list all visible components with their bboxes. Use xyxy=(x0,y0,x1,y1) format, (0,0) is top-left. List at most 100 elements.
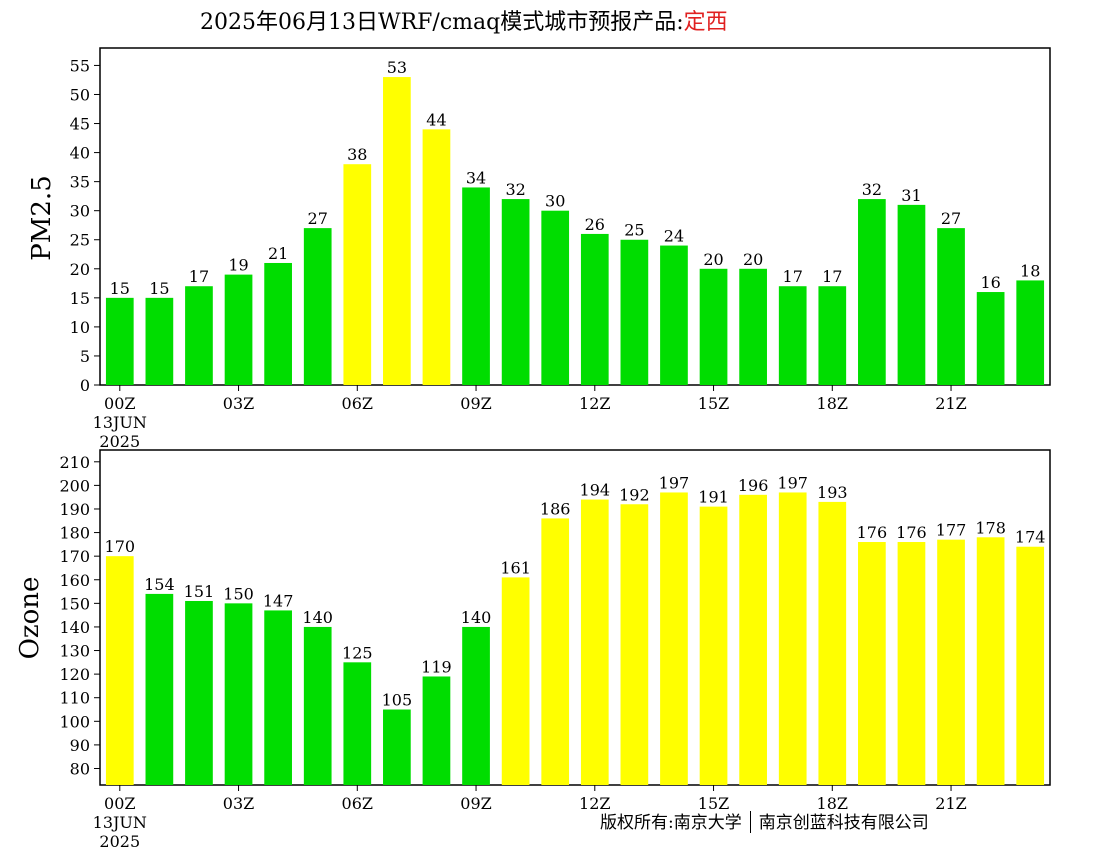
ozone-bar-value-label: 192 xyxy=(619,485,650,504)
pm25-bar-value-label: 26 xyxy=(585,215,605,234)
pm25-bar xyxy=(937,228,965,385)
ozone-bar-value-label: 161 xyxy=(500,558,531,577)
ozone-ytick-label: 200 xyxy=(59,476,90,495)
pm25-bar-value-label: 15 xyxy=(149,279,169,298)
ozone-bar-value-label: 177 xyxy=(936,521,967,540)
ozone-bar xyxy=(383,709,411,785)
pm25-xtick-label: 09Z xyxy=(460,394,491,413)
pm25-bar xyxy=(105,297,134,385)
pm25-bar-value-label: 32 xyxy=(505,180,525,199)
pm25-bar-value-label: 20 xyxy=(703,250,723,269)
ozone-bar xyxy=(897,542,926,785)
pm25-bar xyxy=(580,233,609,385)
ozone-bar-value-label: 191 xyxy=(698,488,729,507)
ozone-bar xyxy=(422,676,451,785)
ozone-bar-value-label: 176 xyxy=(857,523,888,542)
ozone-bar xyxy=(660,492,688,785)
ozone-bar-value-label: 119 xyxy=(421,657,452,676)
ozone-bar xyxy=(858,542,886,785)
ozone-xtick-label: 00Z xyxy=(104,794,135,813)
pm25-bar-value-label: 25 xyxy=(624,221,644,240)
pm25-bar xyxy=(1016,280,1045,385)
chart-title: 2025年06月13日WRF/cmaq模式城市预报产品:定西 xyxy=(200,4,728,36)
ozone-bar-value-label: 150 xyxy=(223,584,254,603)
ozone-ytick-label: 140 xyxy=(59,618,90,637)
ozone-date-label-year: 2025 xyxy=(99,832,140,850)
pm25-bar xyxy=(660,245,688,385)
copyright-left: 版权所有:南京大学 xyxy=(600,813,742,833)
ozone-bar xyxy=(580,499,609,785)
pm25-bar-value-label: 53 xyxy=(387,58,407,77)
pm25-xtick-label: 21Z xyxy=(935,394,966,413)
pm25-ytick-label: 20 xyxy=(70,260,90,279)
ozone-xtick-label: 18Z xyxy=(817,794,848,813)
ozone-bar xyxy=(976,537,1005,785)
ozone-bar xyxy=(541,518,570,785)
pm25-bar xyxy=(185,286,213,385)
pm25-bar xyxy=(699,268,728,385)
pm25-bar-value-label: 19 xyxy=(228,256,248,275)
pm25-bar-value-label: 32 xyxy=(862,180,882,199)
ozone-bar-value-label: 140 xyxy=(461,608,492,627)
pm25-bar-value-label: 17 xyxy=(822,267,842,286)
copyright-separator xyxy=(749,811,751,833)
ozone-bar-value-label: 176 xyxy=(896,523,927,542)
ozone-xtick-label: 03Z xyxy=(223,794,254,813)
ozone-ytick-label: 80 xyxy=(70,759,90,778)
ozone-bar xyxy=(462,626,490,785)
pm25-ytick-label: 10 xyxy=(70,318,90,337)
pm25-bar-value-label: 20 xyxy=(743,250,763,269)
ozone-xtick-label: 12Z xyxy=(579,794,610,813)
ozone-date-label-day: 13JUN xyxy=(93,813,147,832)
pm25-bar xyxy=(422,129,451,385)
ozone-bar-value-label: 196 xyxy=(738,476,769,495)
pm25-ytick-label: 50 xyxy=(70,85,90,104)
ozone-bar xyxy=(145,593,174,785)
pm25-ytick-label: 40 xyxy=(70,144,90,163)
title-city: 定西 xyxy=(683,10,728,35)
ozone-bar-value-label: 197 xyxy=(777,473,808,492)
pm25-date-label-year: 2025 xyxy=(99,432,140,451)
ozone-ytick-label: 130 xyxy=(59,642,90,661)
pm25-ytick-label: 0 xyxy=(80,376,90,395)
pm25-bar xyxy=(343,164,372,385)
ozone-bar xyxy=(778,492,807,785)
ozone-bar-value-label: 154 xyxy=(144,575,175,594)
pm25-bar xyxy=(501,199,530,385)
ozone-ytick-label: 100 xyxy=(59,712,90,731)
pm25-bar xyxy=(976,292,1005,385)
ozone-ytick-label: 170 xyxy=(59,547,90,566)
ozone-bar xyxy=(1016,546,1045,785)
pm25-bar xyxy=(897,204,926,385)
pm25-date-label-day: 13JUN xyxy=(93,413,147,432)
ozone-bar xyxy=(818,501,847,785)
ozone-bar-value-label: 105 xyxy=(382,691,413,710)
title-prefix: 2025年06月13日WRF/cmaq模式城市预报产品: xyxy=(200,10,684,35)
pm25-bar xyxy=(778,286,807,385)
ozone-ytick-label: 190 xyxy=(59,500,90,519)
pm25-ylabel: PM2.5 xyxy=(27,175,57,260)
pm25-bar xyxy=(620,239,649,385)
pm25-bar xyxy=(264,262,292,385)
ozone-bar-value-label: 197 xyxy=(659,473,690,492)
ozone-bar xyxy=(343,662,372,785)
pm25-bar xyxy=(541,210,570,385)
pm25-ytick-label: 55 xyxy=(70,56,90,75)
ozone-bar-value-label: 125 xyxy=(342,643,373,662)
ozone-bar-value-label: 174 xyxy=(1015,528,1046,547)
ozone-bar xyxy=(264,610,292,785)
pm25-bar xyxy=(462,187,490,385)
pm25-plot-frame xyxy=(99,47,1051,386)
pm25-bar-value-label: 44 xyxy=(426,110,446,129)
pm25-bar-value-label: 34 xyxy=(466,168,486,187)
pm25-bar-value-label: 21 xyxy=(268,244,288,263)
ozone-bar xyxy=(937,539,965,785)
pm25-bar xyxy=(739,268,767,385)
pm25-bar xyxy=(383,77,411,385)
pm25-bar-value-label: 15 xyxy=(110,279,130,298)
ozone-bar-value-label: 170 xyxy=(105,537,136,556)
ozone-ytick-label: 110 xyxy=(59,689,90,708)
pm25-xtick-label: 03Z xyxy=(223,394,254,413)
copyright-right: 南京创蓝科技有限公司 xyxy=(758,813,929,833)
